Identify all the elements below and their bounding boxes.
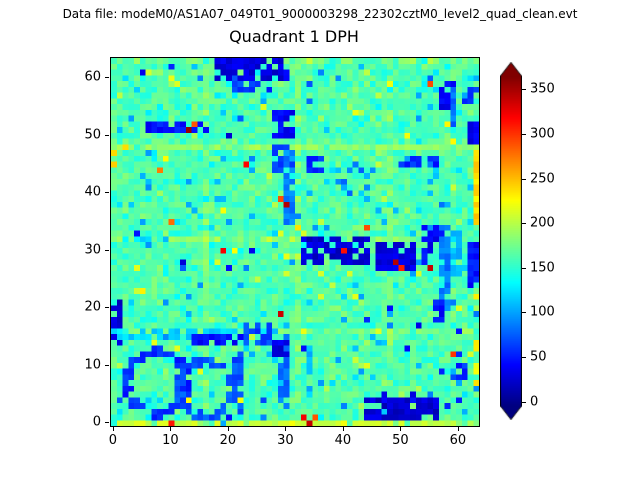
x-tick-label: 60 <box>449 433 467 448</box>
y-tick-label: 50 <box>84 127 101 143</box>
colorbar-tick-label: 100 <box>530 304 555 320</box>
y-tick-label: 20 <box>84 299 101 315</box>
x-tick-mark <box>112 427 114 431</box>
colorbar-tick-mark <box>522 356 526 358</box>
x-tick-mark <box>227 427 229 431</box>
x-tick-label: 0 <box>108 433 118 448</box>
y-tick-mark <box>105 364 109 366</box>
x-tick-mark <box>285 427 287 431</box>
y-tick-mark <box>105 249 109 251</box>
y-tick-label: 60 <box>84 69 101 85</box>
colorbar-tick-mark <box>522 133 526 135</box>
y-tick-mark <box>105 192 109 194</box>
colorbar-tick-mark <box>522 401 526 403</box>
x-tick-label: 30 <box>277 433 294 448</box>
colorbar-tick-label: 150 <box>530 260 555 276</box>
colorbar-tick-mark <box>522 223 526 225</box>
x-tick-label: 10 <box>162 433 179 448</box>
colorbar-tick-label: 50 <box>530 349 547 365</box>
x-tick-mark <box>342 427 344 431</box>
datafile-annotation: Data file: modeM0/AS1A07_049T01_90000032… <box>62 7 578 21</box>
colorbar <box>500 62 522 420</box>
colorbar-tick-label: 300 <box>530 126 555 142</box>
x-tick-label: 50 <box>392 433 409 448</box>
x-tick-mark <box>400 427 402 431</box>
x-tick-mark <box>170 427 172 431</box>
colorbar-tick-mark <box>522 267 526 269</box>
x-tick-label: 20 <box>219 433 237 448</box>
colorbar-tick-mark <box>522 89 526 91</box>
x-tick-label: 40 <box>334 433 352 448</box>
heatmap-canvas <box>111 58 479 426</box>
colorbar-tick-label: 350 <box>530 81 555 97</box>
y-tick-label: 10 <box>84 357 101 373</box>
chart-title: Quadrant 1 DPH <box>229 27 359 46</box>
colorbar-tick-label: 0 <box>530 394 539 410</box>
y-tick-mark <box>105 134 109 136</box>
x-tick-mark <box>457 427 459 431</box>
colorbar-tick-mark <box>522 312 526 314</box>
colorbar-tick-label: 200 <box>530 215 555 231</box>
colorbar-tick-mark <box>522 178 526 180</box>
y-tick-mark <box>105 307 109 309</box>
y-tick-mark <box>105 77 109 79</box>
y-tick-mark <box>105 422 109 424</box>
y-tick-label: 30 <box>84 242 101 258</box>
y-tick-label: 40 <box>84 184 101 200</box>
colorbar-tick-label: 250 <box>530 171 555 187</box>
y-tick-label: 0 <box>92 414 101 430</box>
heatmap-plot-area <box>110 57 480 427</box>
